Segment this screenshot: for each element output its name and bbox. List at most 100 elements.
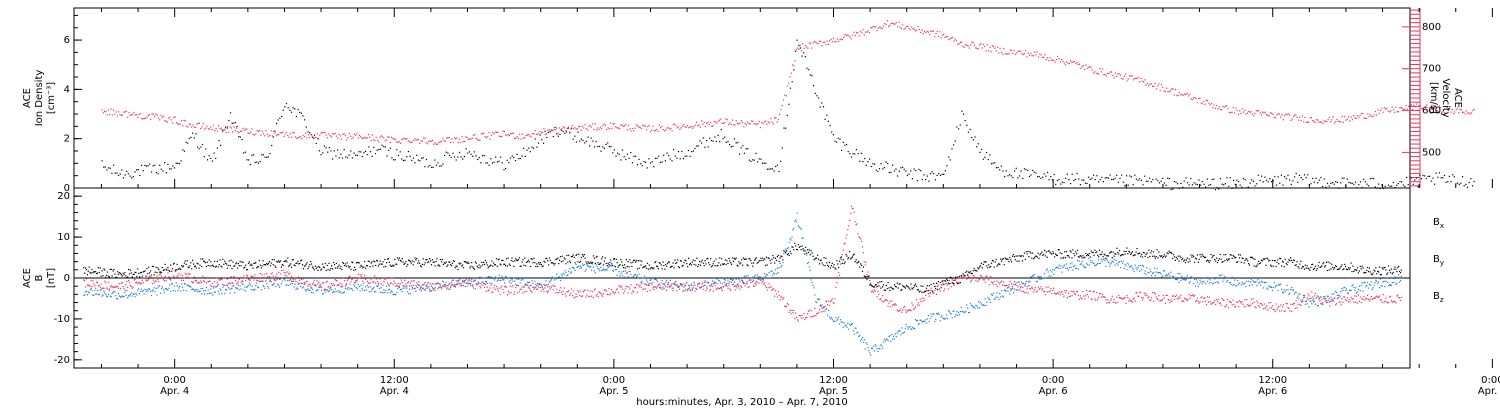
by-dot [898,330,900,332]
velocity-dot [101,109,103,111]
bx-dot [908,287,910,289]
velocity-dot [1127,78,1129,80]
bx-dot [562,260,564,262]
density-dot [149,163,151,165]
velocity-dot [171,122,174,124]
bx-dot [1262,258,1264,260]
bx-dot [382,261,384,263]
bx-dot [1321,265,1323,267]
density-dot [1443,174,1446,177]
by-dot [723,278,725,280]
by-dot [428,286,430,288]
density-dot [565,131,568,133]
bx-dot [253,262,255,264]
bx-dot [128,268,130,271]
bx-dot [150,270,152,272]
by-dot [1232,284,1234,286]
density-dot [842,141,844,143]
by-dot [149,288,151,291]
bz-dot [139,283,142,285]
by-dot [401,290,403,292]
by-dot [914,318,917,321]
by-dot [477,283,479,285]
by-dot [616,274,618,276]
by-dot [262,284,264,287]
bx-dot [1195,258,1198,260]
density-dot [933,173,935,175]
bx-dot [448,261,450,263]
velocity-dot [971,41,973,43]
density-dot [1040,177,1042,179]
velocity-dot [453,137,455,139]
by-dot [1065,267,1067,269]
velocity-dot [1077,63,1079,65]
by-dot [140,288,142,290]
by-dot [541,286,543,288]
by-dot [1054,269,1056,271]
velocity-dot [713,120,715,122]
velocity-dot [1459,109,1461,111]
density-dot [897,175,899,177]
density-dot [1096,175,1098,177]
bx-dot [468,262,470,264]
by-dot [1154,274,1156,277]
bx-dot [583,254,585,256]
velocity-dot [359,134,361,137]
bx-dot [524,257,526,259]
density-dot [671,160,673,162]
by-dot [1337,295,1339,297]
bx-dot [195,267,197,269]
bx-dot [1154,257,1156,259]
bx-dot [1126,247,1128,249]
bx-dot [503,263,505,265]
density-dot [811,75,813,77]
velocity-dot [1054,61,1056,63]
by-dot [1108,265,1111,267]
bx-dot [733,257,735,259]
by-dot [1124,263,1126,265]
bx-dot [796,249,799,251]
velocity-dot [560,129,562,131]
density-dot [1152,178,1154,181]
velocity-dot [879,26,881,28]
by-dot [153,287,155,289]
bx-dot [1016,260,1018,262]
bx-dot [953,283,955,285]
density-dot [111,172,113,174]
by-dot [504,282,506,284]
by-dot [586,264,588,266]
by-dot [386,285,388,287]
by-dot [371,288,373,291]
by-dot [1135,267,1137,269]
velocity-dot [1442,110,1444,112]
velocity-dot [1004,53,1006,55]
by-dot [1258,282,1260,284]
bx-dot [142,271,144,273]
bx-dot [1296,261,1298,263]
bx-dot [222,258,224,260]
bx-dot [559,259,561,261]
density-dot [722,138,724,140]
density-axis-title-line: Ion Density [34,70,45,127]
velocity-dot [324,132,326,134]
bx-dot [717,264,719,267]
bx-dot [1133,254,1135,256]
by-dot [206,293,208,295]
velocity-dot [397,141,399,143]
velocity-dot [355,134,357,136]
bz-dot [95,287,97,289]
bx-dot [1117,251,1119,254]
by-dot [309,289,311,292]
by-dot [1379,278,1381,280]
by-dot [95,293,97,295]
velocity-dot [480,133,482,135]
by-dot [1176,279,1178,281]
velocity-dot [180,120,183,122]
density-dot [620,159,622,161]
by-dot [246,285,249,287]
density-dot [491,162,493,164]
velocity-dot [465,136,467,138]
bx-dot [1324,265,1327,267]
by-dot [911,328,913,330]
by-dot [256,282,258,284]
